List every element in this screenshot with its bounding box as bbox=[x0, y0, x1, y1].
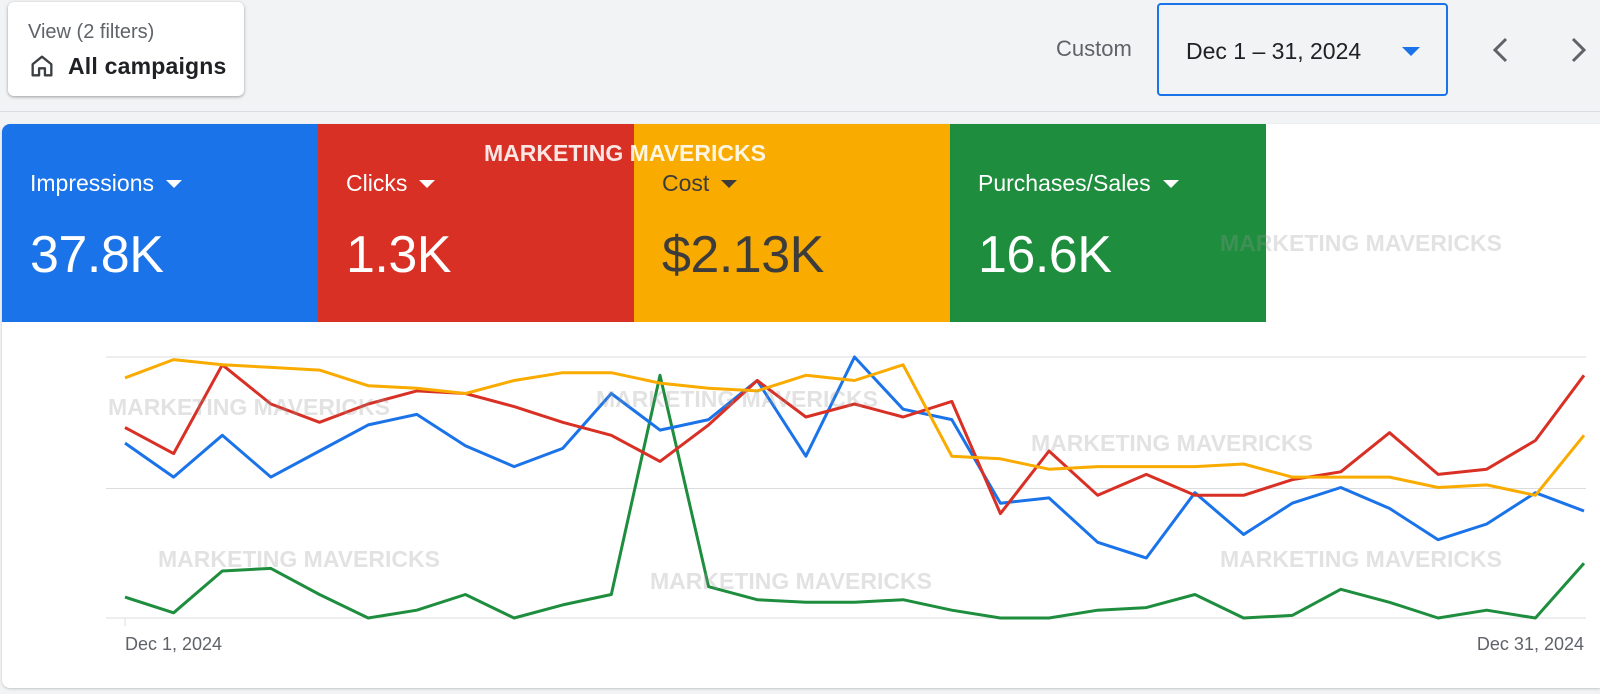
date-mode-label: Custom bbox=[1056, 36, 1132, 61]
view-filter-button[interactable]: View (2 filters) All campaigns bbox=[8, 2, 244, 96]
series-line-purchases-sales bbox=[124, 373, 1586, 620]
previous-period-button[interactable] bbox=[1479, 28, 1523, 72]
metric-value: $2.13K bbox=[662, 226, 824, 284]
metric-label: Impressions bbox=[30, 170, 154, 196]
series-line-impressions bbox=[124, 355, 1585, 560]
metric-label: Cost bbox=[662, 170, 710, 196]
metric-label: Clicks bbox=[346, 170, 408, 196]
chevron-right-icon bbox=[1571, 37, 1587, 63]
series-line-cost bbox=[124, 358, 1586, 497]
caret-down-icon bbox=[419, 179, 436, 188]
metric-card-cost[interactable]: Cost $2.13K bbox=[634, 124, 950, 322]
view-filter-value: All campaigns bbox=[68, 52, 227, 79]
metric-value: 16.6K bbox=[978, 226, 1112, 284]
x-axis-end-label: Dec 31, 2024 bbox=[1477, 634, 1584, 654]
x-axis-start-label: Dec 1, 2024 bbox=[125, 634, 222, 654]
metric-label: Purchases/Sales bbox=[978, 170, 1151, 196]
chevron-left-icon bbox=[1492, 37, 1508, 63]
date-range-select[interactable]: Dec 1 – 31, 2024 bbox=[1157, 3, 1448, 96]
chevron-down-icon bbox=[1402, 47, 1420, 56]
metric-card-clicks[interactable]: Clicks 1.3K bbox=[318, 124, 634, 322]
header-divider bbox=[0, 111, 1600, 112]
performance-panel: Impressions 37.8K Clicks 1.3K Cost $2.13… bbox=[2, 124, 1600, 688]
metric-value: 1.3K bbox=[346, 226, 451, 284]
home-icon bbox=[31, 55, 53, 77]
metric-card-purchases[interactable]: Purchases/Sales 16.6K bbox=[950, 124, 1266, 322]
view-filter-label: View (2 filters) bbox=[28, 21, 155, 43]
metric-value: 37.8K bbox=[30, 226, 164, 284]
next-period-button[interactable] bbox=[1556, 28, 1600, 72]
performance-line-chart: Dec 1, 2024 Dec 31, 2024 bbox=[106, 355, 1586, 654]
caret-down-icon bbox=[165, 179, 182, 188]
caret-down-icon bbox=[1162, 179, 1179, 188]
caret-down-icon bbox=[721, 179, 738, 188]
metric-card-impressions[interactable]: Impressions 37.8K bbox=[2, 124, 318, 322]
date-range-value: Dec 1 – 31, 2024 bbox=[1186, 38, 1362, 64]
series-line-clicks bbox=[124, 363, 1586, 516]
